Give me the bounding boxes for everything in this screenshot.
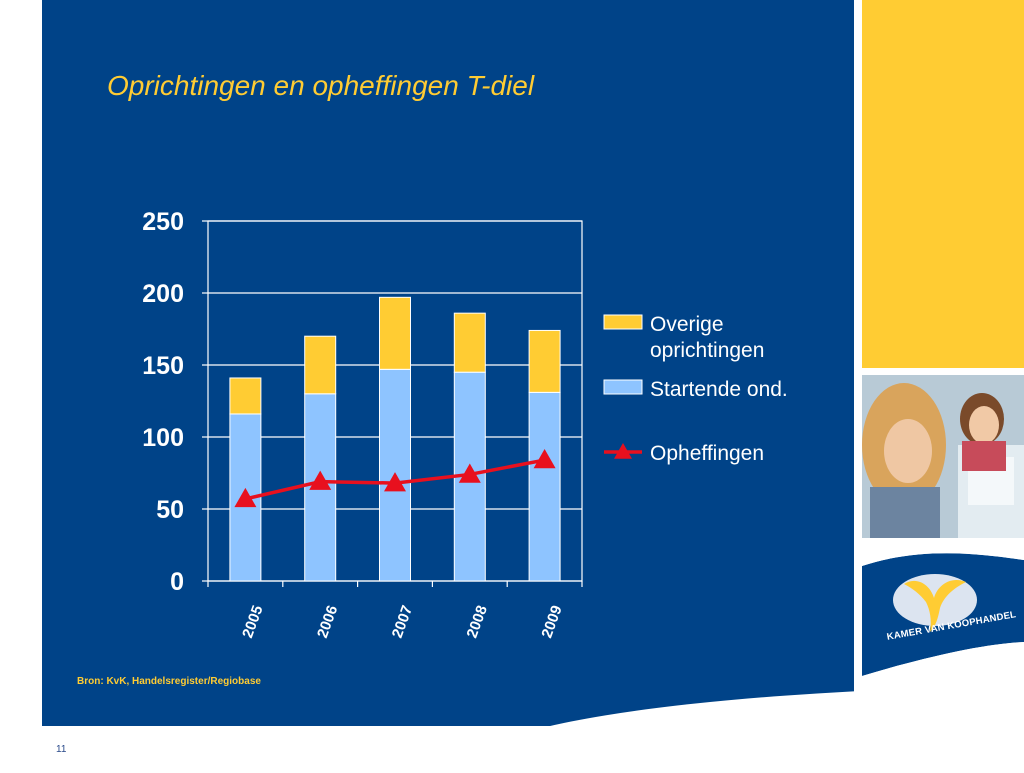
people-photo <box>862 375 1024 538</box>
x-tick-label: 2005 <box>239 603 266 640</box>
slide-panel <box>42 0 854 726</box>
slide-title: Oprichtingen en opheffingen T-diel <box>107 70 535 101</box>
x-tick-label: 2007 <box>389 603 416 640</box>
x-tick-label: 2006 <box>314 603 341 640</box>
bar-overige <box>379 296 411 370</box>
bar-overige <box>528 329 561 393</box>
y-tick-label: 150 <box>142 352 184 380</box>
point-opheffingen <box>309 470 332 490</box>
legend-opheffingen-label: Opheffingen <box>650 442 764 465</box>
x-tick-label: 2008 <box>464 603 491 640</box>
legend-startende-label: Startende ond. <box>650 378 788 401</box>
yellow-block <box>862 0 1024 368</box>
point-opheffingen <box>384 472 406 492</box>
y-tick-label: 50 <box>156 496 184 524</box>
y-tick-label: 0 <box>170 568 184 596</box>
point-opheffingen <box>234 487 257 508</box>
point-opheffingen <box>458 463 481 483</box>
legend-overige-label: Overige oprichtingen <box>650 313 764 362</box>
x-tick-label: 2009 <box>538 603 565 640</box>
y-tick-label: 200 <box>142 280 184 308</box>
legend-overige-swatch <box>603 314 643 330</box>
source-note: Bron: KvK, Handelsregister/Regiobase <box>77 676 261 687</box>
bar-overige <box>304 335 337 395</box>
legend-opheffingen-marker <box>614 443 632 459</box>
kvk-logo-icon <box>893 574 977 632</box>
bar-overige <box>229 377 262 415</box>
y-tick-label: 100 <box>142 424 184 452</box>
bar-overige <box>453 312 486 373</box>
legend-startende-swatch <box>603 379 643 395</box>
point-opheffingen <box>533 449 556 469</box>
page-number: 11 <box>56 744 67 755</box>
y-tick-label: 250 <box>142 208 184 236</box>
bar-startende <box>528 391 561 582</box>
